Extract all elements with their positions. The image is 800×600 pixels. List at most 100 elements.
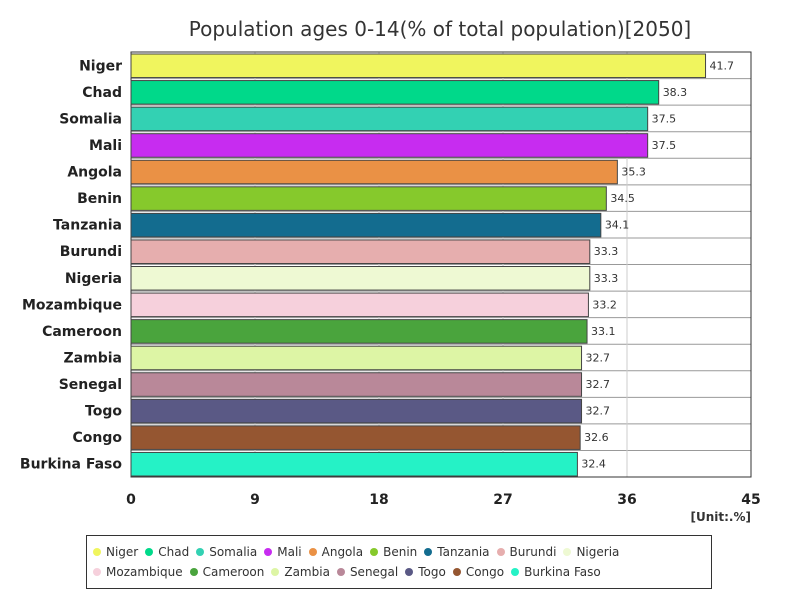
legend-label: Togo [418,565,446,579]
legend-swatch [511,568,520,576]
unit-label: [Unit:.%] [691,510,752,524]
bar-nigeria[interactable] [130,266,591,291]
data-label: 34.5 [610,192,635,205]
bar-cameroon[interactable] [130,319,588,344]
legend-swatch [452,568,461,576]
legend-item[interactable]: Mali [264,542,302,562]
legend-item[interactable]: Benin [370,542,417,562]
category-label: Cameroon [42,324,122,340]
category-label: Niger [79,58,122,74]
data-label: 32.7 [586,378,611,391]
legend-label: Tanzania [437,545,490,559]
legend-label: Niger [106,545,139,559]
category-label: Somalia [59,111,122,127]
legend-label: Cameroon [202,565,265,579]
legend-item[interactable]: Cameroon [189,562,265,582]
bar-layer: 41.7 38.3 37.5 37.5 35.3 34.5 34.1 33.3 33.3 33.2… [130,53,735,477]
bar-tanzania[interactable] [130,212,602,238]
bar-angola[interactable] [130,159,618,185]
legend-label: Burkina Faso [524,565,601,579]
legend-item[interactable]: Chad [145,542,189,562]
legend-swatch [189,568,198,576]
x-tick-label: 9 [250,492,260,508]
chart-title: Population ages 0-14(% of total populati… [189,17,691,41]
legend-item[interactable]: Burkina Faso [511,562,601,582]
legend-label: Somalia [209,545,258,559]
bar-zambia[interactable] [130,345,583,371]
category-label: Mali [89,138,122,154]
legend: Niger Chad Somalia Mali Angola Benin Tanzania B… [86,535,712,589]
bar-chart: Population ages 0-14(% of total populati… [20,17,761,524]
legend-swatch [271,568,280,576]
data-label: 33.3 [594,272,619,285]
legend-swatch [196,548,205,556]
data-label: 38.3 [663,86,688,99]
legend-item[interactable]: Tanzania [424,542,490,562]
category-label: Tanzania [53,218,122,234]
legend-item[interactable]: Congo [452,562,505,582]
data-label: 33.2 [592,298,617,311]
bar-chad[interactable] [130,80,660,105]
plot-frame [130,51,752,478]
legend-item[interactable]: Togo [405,562,446,582]
legend-label: Congo [465,565,505,579]
legend-item[interactable]: Burundi [496,542,557,562]
legend-swatch [370,548,379,556]
bar-niger[interactable] [130,53,707,79]
category-label: Burundi [60,244,122,260]
category-label-layer: Niger Chad Somalia Mali Angola Benin Tanzania B… [20,58,122,472]
x-tick-label: 0 [126,492,136,508]
bar-burundi[interactable] [130,239,591,264]
legend-swatch [93,568,101,576]
x-tick-layer: 0 9 18 27 36 45 [126,492,761,508]
bar-somalia[interactable] [130,106,649,132]
data-label: 33.3 [594,245,619,258]
legend-swatch [308,548,317,556]
legend-swatch [563,548,572,556]
legend-label: Angola [321,545,364,559]
legend-label: Nigeria [576,545,620,559]
x-tick-label: 27 [493,492,512,508]
category-label: Togo [85,404,122,420]
legend-label: Senegal [349,565,399,579]
data-label: 35.3 [621,166,646,179]
bar-senegal[interactable] [130,372,583,397]
x-tick-label: 18 [369,492,388,508]
bar-mali[interactable] [130,133,649,158]
category-label: Chad [82,85,122,101]
category-label: Congo [73,430,123,446]
data-label: 32.7 [586,351,611,364]
bar-benin[interactable] [130,186,607,211]
category-label: Angola [67,165,122,181]
legend-item[interactable]: Mozambique [93,562,183,582]
grid-layer [130,51,752,478]
legend-item[interactable]: Senegal [336,562,399,582]
legend-item[interactable]: Angola [308,542,364,562]
legend-swatch [264,548,273,556]
category-label: Burkina Faso [20,457,122,473]
data-label: 37.5 [652,139,677,152]
legend-swatch [93,548,101,556]
category-label: Mozambique [22,297,122,313]
legend-label: Chad [158,545,190,559]
legend-label: Mozambique [106,565,183,579]
data-label: 32.7 [586,405,611,418]
data-label: 37.5 [652,112,677,125]
bar-congo[interactable] [130,425,581,450]
legend-item[interactable]: Somalia [196,542,257,562]
data-label: 41.7 [710,59,735,72]
legend-swatch [145,548,154,556]
data-label: 32.6 [584,431,609,444]
data-label: 34.1 [605,219,630,232]
legend-item[interactable]: Niger [93,542,138,562]
legend-label: Benin [383,545,418,559]
bar-togo[interactable] [130,398,583,424]
category-label: Zambia [64,350,122,366]
legend-item[interactable]: Nigeria [563,542,619,562]
legend-label: Burundi [509,545,557,559]
bar-mozambique[interactable] [130,292,589,318]
legend-item[interactable]: Zambia [271,562,330,582]
legend-swatch [496,548,505,556]
bar-burkina-faso[interactable] [130,451,578,477]
